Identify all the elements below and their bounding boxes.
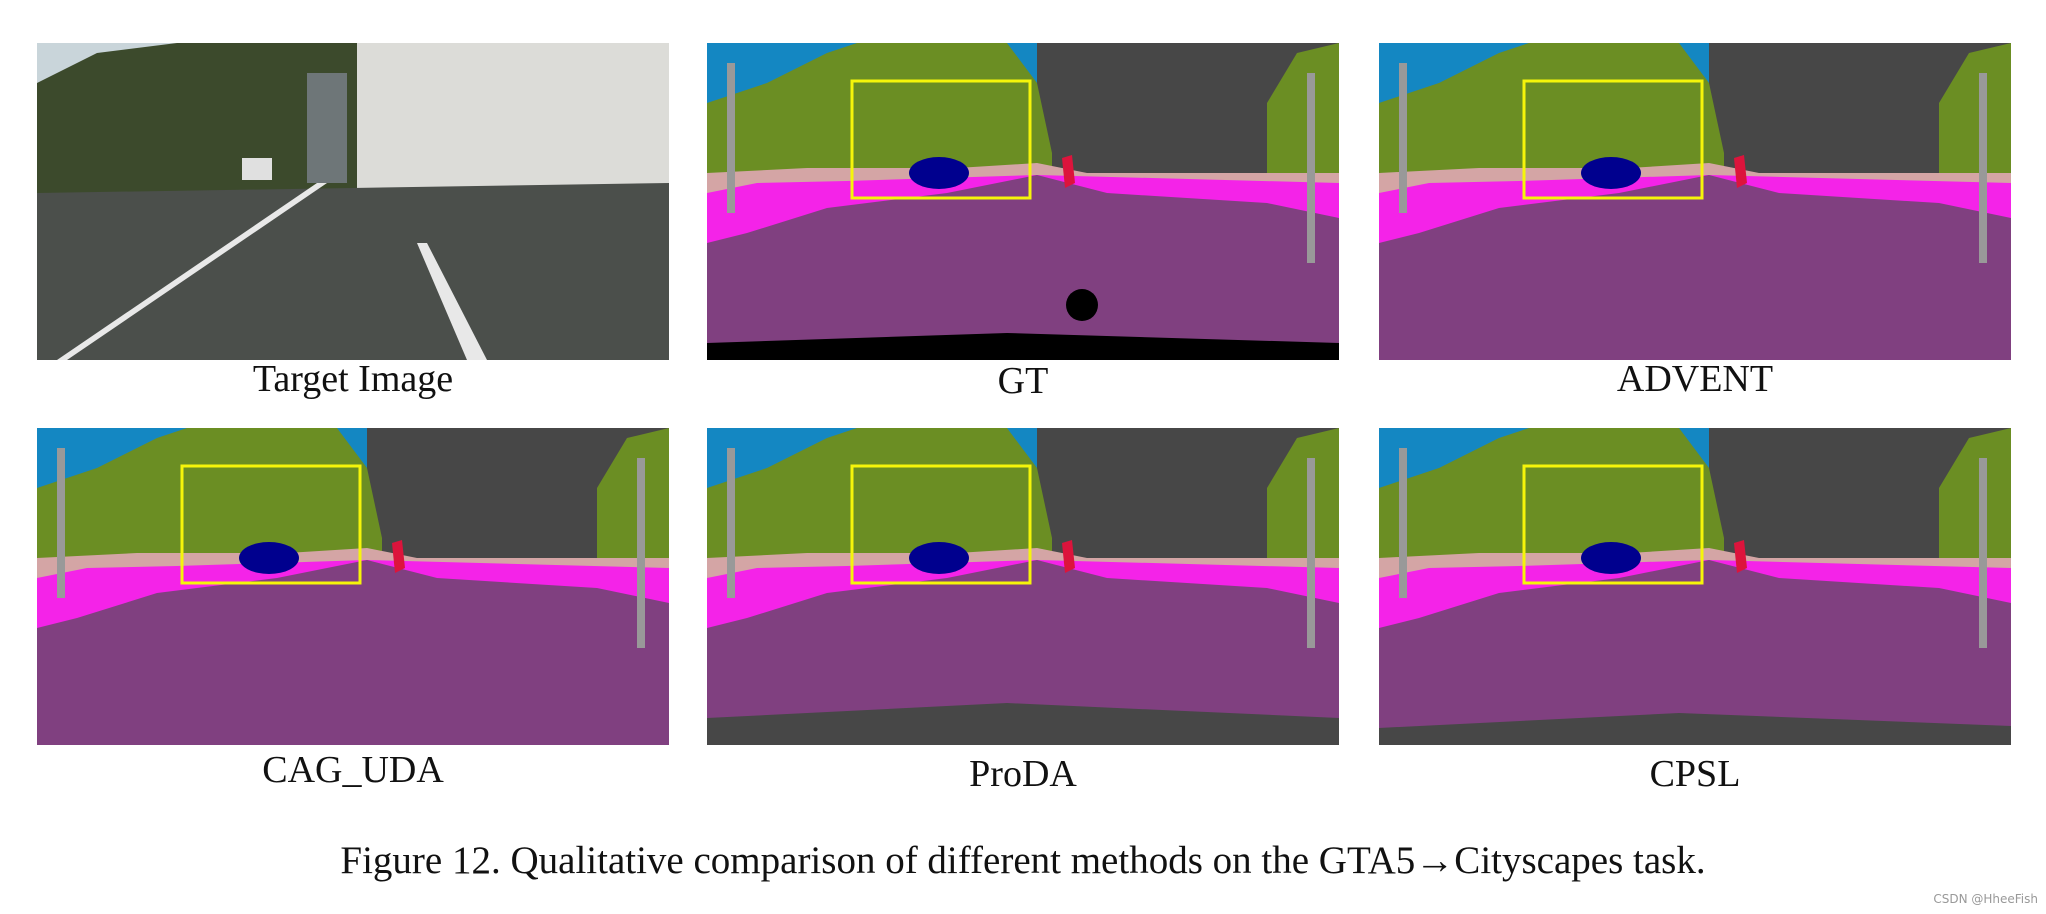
watermark: CSDN @HheeFish (1933, 892, 2038, 906)
gt-map (707, 43, 1339, 360)
proda-map (707, 428, 1339, 745)
panel-label: CPSL (1649, 753, 1741, 795)
panel-label: CAG_UDA (262, 749, 444, 791)
cag-uda-map (37, 428, 669, 745)
panel-label: Target Image (252, 358, 454, 400)
advent-map (1379, 43, 2011, 360)
panel-label: GT (997, 360, 1049, 402)
figure-caption: Figure 12. Qualitative comparison of dif… (340, 839, 1706, 882)
cpsl-map (1379, 428, 2011, 745)
panel-label: ProDA (969, 753, 1077, 795)
panel-label: ADVENT (1616, 358, 1774, 400)
target-image (37, 43, 669, 360)
